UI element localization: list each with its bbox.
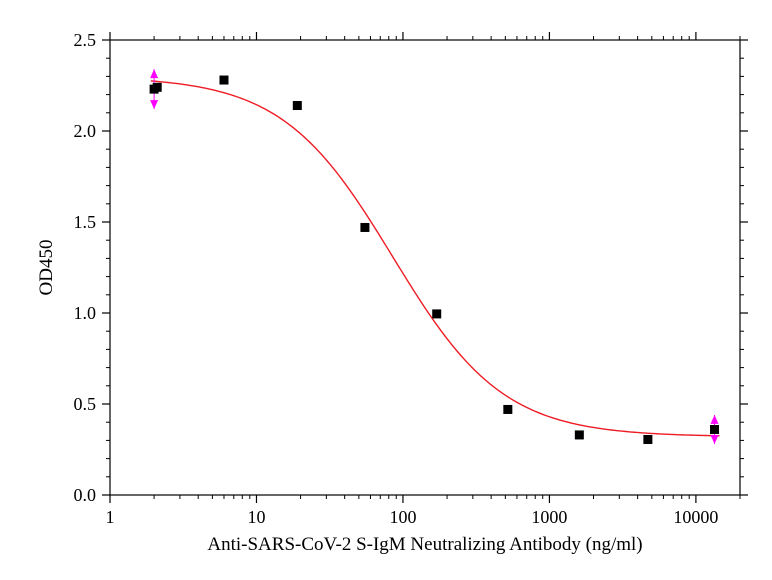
data-point [153,83,162,92]
data-point [293,101,302,110]
error-arrow-down [711,435,719,444]
y-tick-label: 0.0 [74,485,97,505]
y-tick-label: 1.5 [74,212,97,232]
plot-frame [110,40,740,495]
data-point [503,405,512,414]
error-arrow-down [150,100,158,109]
data-point [432,309,441,318]
data-point [360,223,369,232]
y-tick-label: 2.5 [74,30,97,50]
error-arrow-up [711,415,719,424]
error-arrow-up [150,69,158,78]
data-point [219,76,228,85]
x-tick-label: 1000 [531,507,567,527]
y-axis-label: OD450 [36,240,57,296]
data-point [710,425,719,434]
fit-curve [151,81,720,436]
y-tick-label: 0.5 [74,394,97,414]
data-point [643,435,652,444]
x-tick-label: 100 [389,507,416,527]
dose-response-chart: 0.0 0.5 1.0 1.5 2.0 2.5 1 10 100 1000 10000 Anti-SA… [0,0,772,580]
x-tick-label: 10 [247,507,265,527]
chart-svg: 0.0 0.5 1.0 1.5 2.0 2.5 1 10 100 1000 10000 Anti-SA… [0,0,772,580]
x-tick-label: 10000 [673,507,718,527]
data-point [575,430,584,439]
y-tick-label: 2.0 [74,121,97,141]
x-tick-label: 1 [106,507,115,527]
x-axis-label: Anti-SARS-CoV-2 S-IgM Neutralizing Antib… [207,534,642,555]
y-tick-label: 1.0 [74,303,97,323]
